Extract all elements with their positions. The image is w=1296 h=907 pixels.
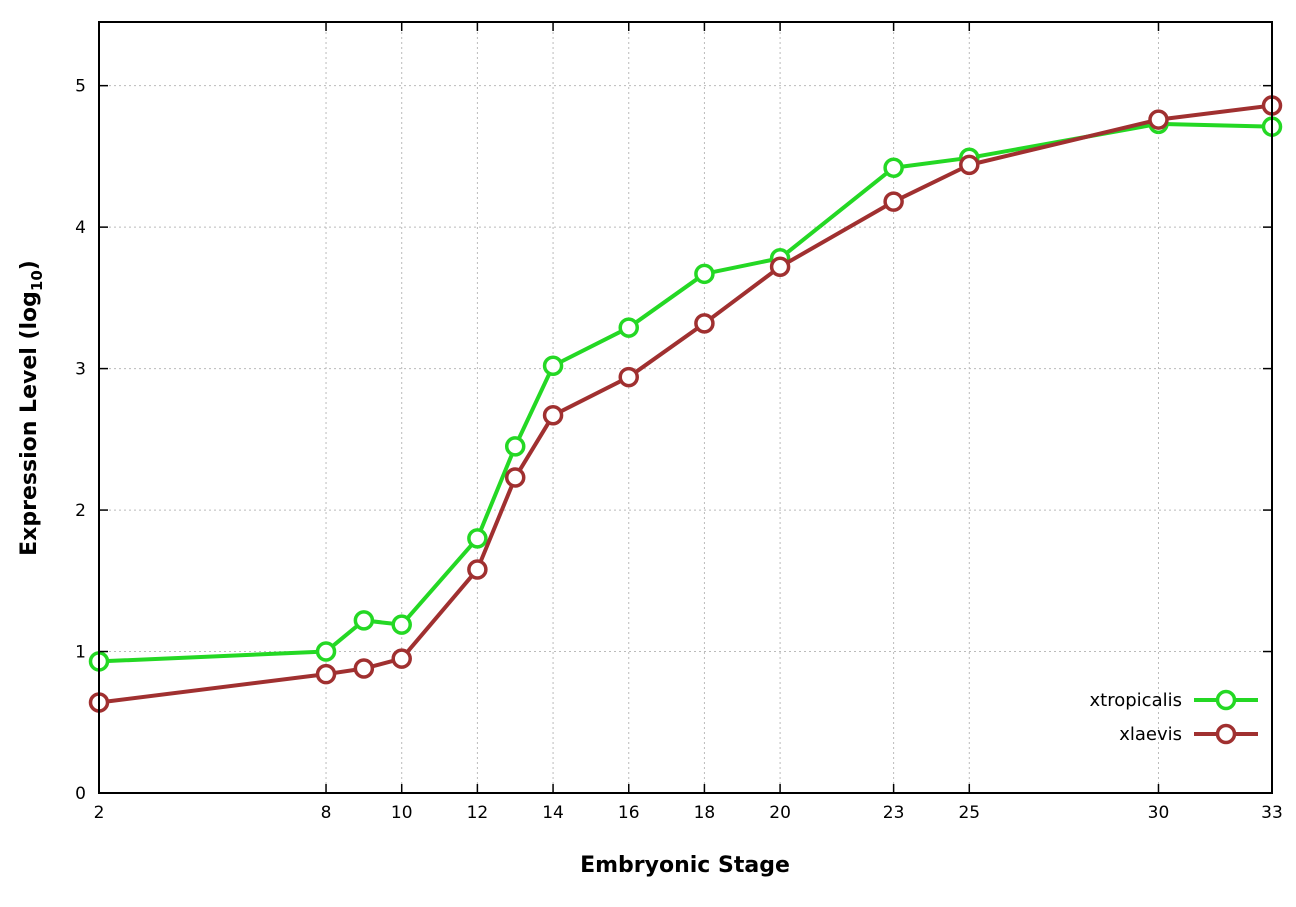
data-point-xtropicalis <box>467 528 488 549</box>
data-point-xlaevis <box>883 191 904 212</box>
x-tick-label: 14 <box>542 803 564 823</box>
y-axis-label-subscript: 10 <box>28 270 46 291</box>
data-point-xlaevis <box>618 366 639 388</box>
data-point-xlaevis <box>959 154 980 176</box>
legend-label-xtropicalis: xtropicalis <box>1090 690 1182 711</box>
y-axis-label-suffix: ) <box>17 260 42 270</box>
data-point-xlaevis <box>1148 109 1169 130</box>
series-line-xtropicalis <box>97 121 1274 664</box>
x-tick-label: 25 <box>958 803 980 823</box>
y-axis-label-prefix: Expression Level (log <box>17 291 42 556</box>
plot-border <box>98 21 1273 794</box>
x-tick-label: 33 <box>1261 803 1283 823</box>
y-tick-label: 4 <box>75 218 86 238</box>
y-tick-label: 3 <box>75 360 86 380</box>
y-tick-label: 1 <box>75 643 86 663</box>
x-tick-label: 10 <box>391 803 413 823</box>
x-tick-label: 23 <box>883 803 905 823</box>
data-point-xlaevis <box>542 405 564 426</box>
legend-sample-marker <box>1215 723 1237 745</box>
data-point-xtropicalis <box>353 610 375 631</box>
x-tick-label: 20 <box>769 803 791 823</box>
data-point-xtropicalis <box>618 317 639 338</box>
data-point-xtropicalis <box>315 641 337 662</box>
data-point-xtropicalis <box>694 263 715 285</box>
data-point-xtropicalis <box>504 436 526 457</box>
series-line-xlaevis <box>97 103 1274 705</box>
x-tick-label: 2 <box>94 803 105 823</box>
data-point-xtropicalis <box>391 614 412 635</box>
x-tick-label: 30 <box>1148 803 1170 823</box>
y-tick-label: 5 <box>75 77 86 97</box>
legend-item-xtropicalis: xtropicalis <box>1090 689 1258 711</box>
data-point-xlaevis <box>315 663 337 685</box>
data-point-xtropicalis <box>883 157 904 178</box>
data-point-xlaevis <box>504 467 526 488</box>
data-point-xlaevis <box>694 313 715 334</box>
y-tick-label: 0 <box>75 784 86 804</box>
data-point-xtropicalis <box>542 355 564 377</box>
series-lines <box>88 95 1283 713</box>
data-point-xlaevis <box>391 648 412 669</box>
x-tick-label: 12 <box>467 803 489 823</box>
x-tick-label: 16 <box>618 803 640 823</box>
legend: xtropicalis xlaevis <box>1090 689 1258 745</box>
data-point-xlaevis <box>467 559 488 580</box>
data-point-xlaevis <box>769 256 791 277</box>
y-tick-label: 2 <box>75 501 86 521</box>
grid <box>98 22 1273 794</box>
x-axis-label: Embryonic Stage <box>580 853 790 878</box>
x-tick-label: 8 <box>321 803 332 823</box>
legend-label-xlaevis: xlaevis <box>1119 724 1182 745</box>
x-tick-label: 18 <box>694 803 716 823</box>
data-point-xlaevis <box>353 658 375 679</box>
y-axis-label: Expression Level (log10) <box>17 260 46 556</box>
legend-item-xlaevis: xlaevis <box>1119 723 1258 745</box>
legend-sample-marker <box>1215 689 1237 711</box>
